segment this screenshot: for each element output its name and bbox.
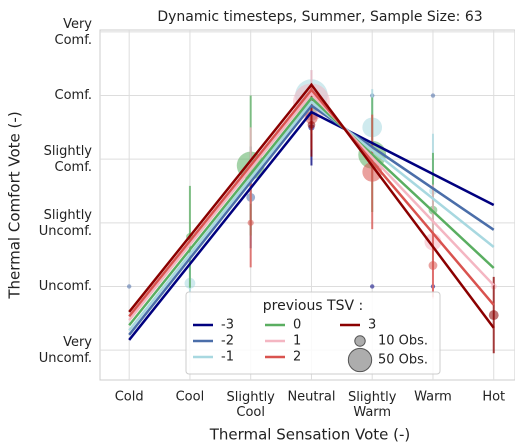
bubble [488,310,499,321]
regression-line [128,82,495,329]
legend-label: 2 [293,350,301,365]
legend: previous TSV : -3-2-1 012 310 Obs. 50 Obs. [185,291,441,375]
legend-label: 0 [293,318,301,333]
y-tick-label: Slightly Comf. [44,144,93,175]
x-tick-label: Slightly Cool [227,390,276,420]
y-tick-label: Very Comf. [55,16,93,47]
regression-line [128,96,495,327]
regression-line [128,104,495,336]
regression-line [128,91,495,321]
legend-label: -2 [221,334,234,349]
legend-label: -1 [221,350,234,365]
y-tick-label: Slightly Uncomf. [39,207,93,238]
legend-box [185,291,441,375]
regression-line [128,100,495,332]
x-tick-label: Neutral [287,390,335,405]
size-legend-marker [347,347,373,373]
x-tick-label: Warm [414,390,452,405]
y-tick-label: Uncomf. [39,279,92,294]
size-legend-label: 50 Obs. [378,353,428,368]
size-legend-label: 10 Obs. [378,334,428,349]
legend-title: previous TSV : [263,298,364,314]
x-tick-label: Cold [115,390,144,405]
legend-label: 3 [368,318,376,333]
y-tick-label: Very Uncomf. [39,335,93,366]
y-axis-label: Thermal Comfort Vote (-) [6,111,24,299]
bubble [307,121,316,129]
x-tick-label: Slightly Warm [348,390,397,420]
x-axis-label: Thermal Sensation Vote (-) [209,426,411,443]
legend-label: -3 [221,318,234,333]
legend-label: 1 [293,334,301,349]
bubble [247,219,254,226]
bubble [370,284,375,289]
size-legend-marker [354,335,366,347]
chart-title: Dynamic timesteps, Summer, Sample Size: … [157,9,482,25]
bubble [126,284,132,289]
bubble [430,93,436,98]
x-tick-label: Hot [482,390,505,405]
bubble [428,261,438,270]
y-tick-label: Comf. [55,88,92,103]
x-tick-label: Cool [176,390,205,405]
regression-line [128,110,495,341]
regression-line [128,87,495,318]
